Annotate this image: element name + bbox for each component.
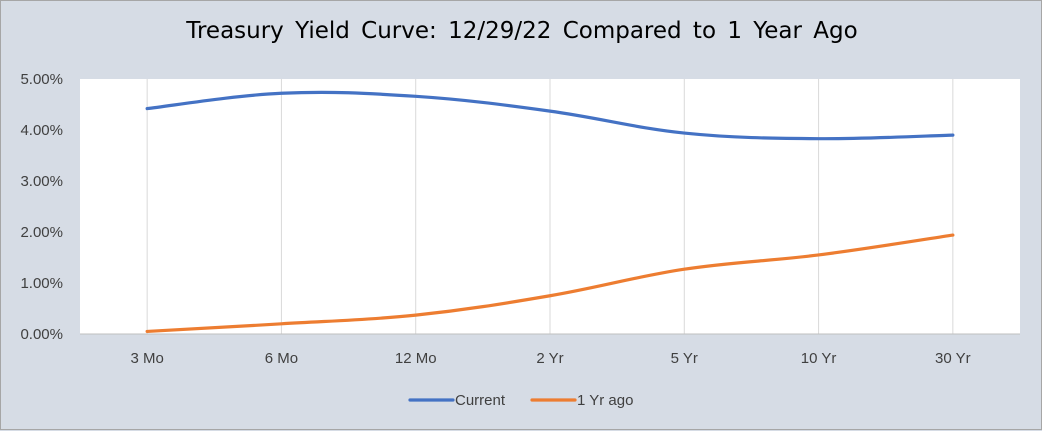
x-tick-label: 3 Mo bbox=[130, 350, 163, 367]
y-axis: 0.00% 1.00% 2.00% 3.00% 4.00% 5.00% bbox=[20, 71, 63, 343]
y-tick-label: 3.00% bbox=[20, 173, 63, 190]
x-tick-label: 10 Yr bbox=[801, 350, 837, 367]
y-tick-label: 5.00% bbox=[20, 71, 63, 88]
legend-label: Current bbox=[455, 392, 506, 409]
x-tick-label: 12 Mo bbox=[395, 350, 437, 367]
legend: Current 1 Yr ago bbox=[410, 392, 633, 409]
x-axis: 3 Mo 6 Mo 12 Mo 2 Yr 5 Yr 10 Yr 30 Yr bbox=[130, 350, 970, 367]
y-tick-label: 4.00% bbox=[20, 122, 63, 139]
y-tick-label: 2.00% bbox=[20, 224, 63, 241]
x-tick-label: 30 Yr bbox=[935, 350, 971, 367]
x-tick-label: 5 Yr bbox=[671, 350, 698, 367]
y-tick-label: 0.00% bbox=[20, 326, 63, 343]
y-tick-label: 1.00% bbox=[20, 275, 63, 292]
legend-label: 1 Yr ago bbox=[577, 392, 633, 409]
x-tick-label: 2 Yr bbox=[536, 350, 563, 367]
x-tick-label: 6 Mo bbox=[265, 350, 298, 367]
